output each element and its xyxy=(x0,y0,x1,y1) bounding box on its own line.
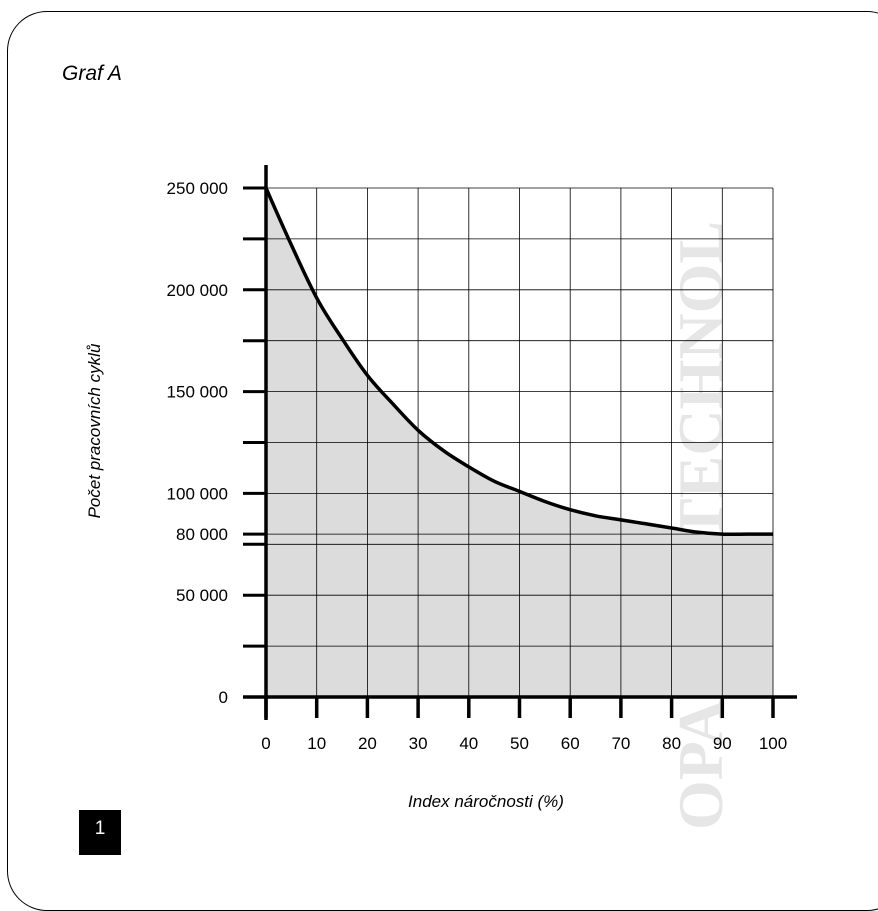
y-axis-title: Počet pracovních cyklů xyxy=(85,343,104,518)
x-tick-label: 60 xyxy=(561,734,580,753)
area-fill xyxy=(266,188,773,697)
page-number: 1 xyxy=(79,810,121,855)
x-tick-label: 30 xyxy=(409,734,428,753)
x-tick-label: 90 xyxy=(713,734,732,753)
y-tick-label: 80 000 xyxy=(176,525,228,544)
x-tick-label: 0 xyxy=(261,734,270,753)
y-tick-label: 250 000 xyxy=(167,179,228,198)
chart-title: Graf A xyxy=(62,62,122,85)
x-axis-title: Index náročnosti (%) xyxy=(408,792,564,811)
y-tick-label: 0 xyxy=(219,688,228,707)
y-tick-label: 50 000 xyxy=(176,586,228,605)
x-tick-label: 70 xyxy=(611,734,630,753)
y-tick-label: 200 000 xyxy=(167,281,228,300)
x-tick-label: 20 xyxy=(358,734,377,753)
data-curve xyxy=(264,187,773,537)
chart: OPARK® TECHNOL 0 50 000 80 000 100 000 150 0… xyxy=(85,165,797,830)
x-tick-label: 40 xyxy=(459,734,478,753)
y-tick-label: 150 000 xyxy=(167,383,228,402)
watermark-text: OPARK® TECHNOL xyxy=(665,221,736,830)
x-tick-label: 10 xyxy=(307,734,326,753)
x-tick-label: 50 xyxy=(510,734,529,753)
x-tick-label: 100 xyxy=(759,734,787,753)
y-tick-label: 100 000 xyxy=(167,484,228,503)
x-tick-label: 80 xyxy=(662,734,681,753)
